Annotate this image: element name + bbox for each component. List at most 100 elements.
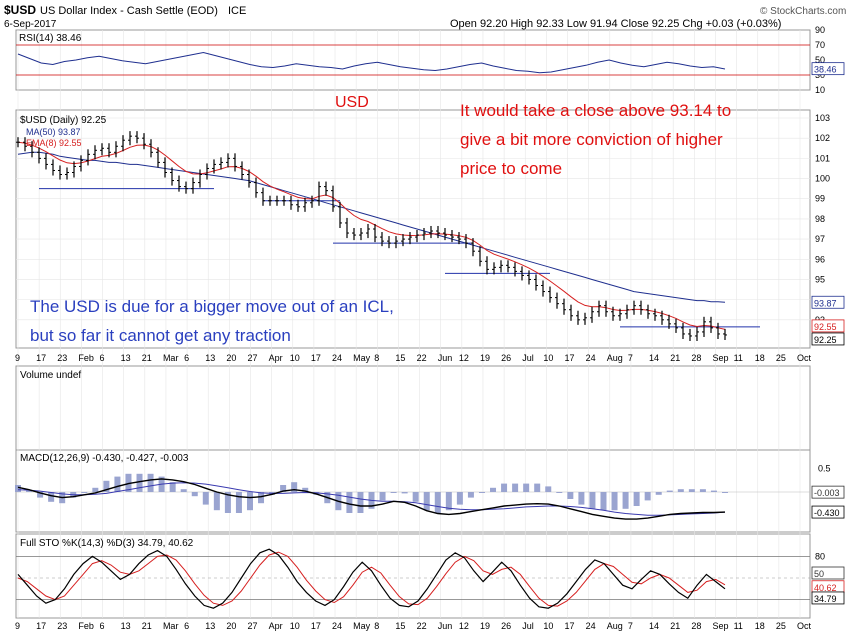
macd-histogram-bar [622, 492, 629, 509]
x-tick-label: 14 [649, 353, 659, 363]
price-tick: 97 [815, 234, 825, 244]
price-panel: 1031021011009998979695949393.8792.5592.2… [16, 113, 845, 346]
x-tick-label: 25 [776, 353, 786, 363]
watermark: © StockCharts.com [760, 6, 846, 17]
price-tick: 103 [815, 113, 830, 123]
x-tick-label: 6 [184, 353, 189, 363]
x-tick-label: 17 [565, 353, 575, 363]
price-tick: 98 [815, 214, 825, 224]
x-tick-label: Apr [269, 621, 283, 631]
macd-value-tag-box [811, 505, 845, 519]
ma50-value-tag: 93.87 [814, 298, 837, 308]
macd-histogram-bar [699, 489, 706, 492]
axis-labels: 9 17 23 Feb 6 13 21 Mar 6 13 20 27 Apr 10 17 24 May 8 15 22… [15, 353, 812, 631]
macd-hist-tag: -0.003 [814, 488, 840, 498]
macd-histogram-bar [37, 492, 44, 498]
x-tick-label: 6 [100, 353, 105, 363]
x-tick-label: Feb [78, 353, 94, 363]
x-tick-label: 6 [184, 621, 189, 631]
x-tick-label: Aug [607, 353, 623, 363]
x-tick-label: 12 [459, 621, 469, 631]
macd-signal-line [17, 482, 726, 516]
x-tick-label: 20 [226, 353, 236, 363]
rsi-tick: 10 [815, 85, 825, 95]
x-tick-label: 18 [755, 621, 765, 631]
x-tick-label: Oct [797, 353, 812, 363]
x-tick-label: 21 [142, 621, 152, 631]
ema8-line [17, 141, 726, 330]
sto-mid-tag-box [811, 566, 845, 580]
price-legend-ema8: EMA(8) 92.55 [26, 138, 82, 148]
x-tick-label: 23 [57, 621, 67, 631]
x-tick-label: 17 [311, 353, 321, 363]
ma50-line [17, 151, 726, 303]
x-tick-label: 24 [332, 353, 342, 363]
macd-histogram-bar [434, 492, 441, 513]
macd-histogram-bar [556, 492, 563, 493]
macd-histogram-bar [379, 492, 386, 501]
macd-histogram-bar [15, 485, 21, 492]
sto-d-line [17, 551, 726, 607]
x-tick-label: 13 [205, 621, 215, 631]
price-tick: 100 [815, 174, 830, 184]
x-tick-label: 27 [247, 621, 257, 631]
rsi-tick: 70 [815, 40, 825, 50]
macd-histogram-bar [589, 492, 596, 509]
sto-mid-tag: 50 [814, 569, 824, 579]
macd-histogram-bar [26, 490, 33, 492]
x-tick-label: 21 [670, 353, 680, 363]
rsi-line [17, 51, 726, 74]
macd-histogram-bar [666, 490, 673, 492]
ema8-value-tag: 92.55 [814, 322, 837, 332]
macd-histogram-bar [346, 492, 353, 513]
conviction-annotation-3: price to come [460, 159, 562, 178]
x-tick-label: 18 [755, 353, 765, 363]
rsi-value-tag-box [811, 62, 845, 76]
macd-histogram-bar [258, 492, 265, 504]
x-tick-label: May [353, 621, 371, 631]
macd-histogram-bar [423, 492, 430, 511]
x-tick-label: 19 [480, 353, 490, 363]
x-tick-label: 9 [15, 621, 20, 631]
macd-panel: 0.5 -0.003 -0.430 [15, 464, 845, 520]
icl-annotation-2: but so far it cannot get any traction [30, 326, 291, 345]
price-legend-ma50: MA(50) 93.87 [26, 127, 81, 137]
header-name: US Dollar Index - Cash Settle (EOD) [40, 5, 218, 17]
macd-histogram-bar [147, 473, 154, 492]
rsi-value-tag: 38.46 [814, 65, 837, 75]
x-tick-label: Jun [438, 621, 453, 631]
macd-histogram-bar [644, 492, 651, 501]
close-value-tag-box [811, 332, 845, 346]
usd-annotation: USD [335, 94, 369, 111]
macd-histogram-bar [390, 492, 397, 493]
x-tick-label: 19 [480, 621, 490, 631]
x-tick-label: 21 [142, 353, 152, 363]
x-tick-label: Mar [163, 621, 179, 631]
x-tick-label: Feb [78, 621, 94, 631]
sto-tick: 80 [815, 551, 825, 561]
conviction-annotation-2: give a bit more conviction of higher [460, 130, 723, 149]
volume-legend: Volume undef [20, 370, 81, 381]
macd-histogram-bar [490, 487, 497, 492]
x-tick-label: 15 [395, 621, 405, 631]
x-tick-label: 11 [734, 621, 743, 631]
macd-histogram-bar [534, 483, 541, 492]
rsi-panel-frame [15, 29, 811, 91]
price-tick: 99 [815, 194, 825, 204]
x-tick-label: 25 [776, 621, 786, 631]
x-tick-label: 9 [15, 353, 20, 363]
rsi-tick: 50 [815, 55, 825, 65]
macd-histogram-bar [103, 480, 110, 492]
macd-histogram-bar [291, 482, 298, 492]
grid [17, 30, 801, 618]
x-tick-label: 27 [247, 353, 257, 363]
macd-histogram-bar [412, 492, 419, 502]
macd-histogram-bar [246, 492, 253, 511]
x-tick-label: 8 [374, 353, 379, 363]
x-tick-label: Jun [438, 353, 453, 363]
x-tick-label: Oct [797, 621, 812, 631]
x-tick-label: 14 [649, 621, 659, 631]
header-ohlc: Open 92.20 High 92.33 Low 91.94 Close 92… [450, 18, 781, 30]
macd-histogram-bar [456, 492, 463, 505]
conviction-annotation-1: It would take a close above 93.14 to [460, 101, 731, 120]
